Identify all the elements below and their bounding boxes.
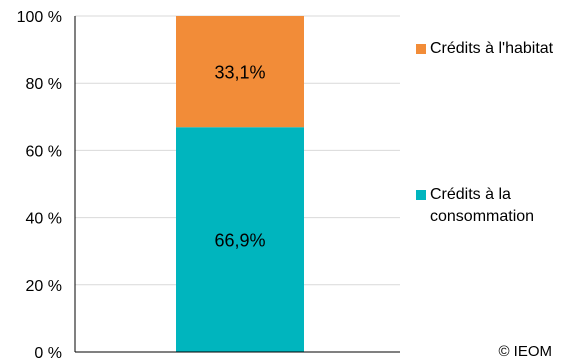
legend-label-habitat: Crédits à l'habitat [430, 40, 554, 57]
y-tick-label: 40 % [26, 211, 62, 228]
y-tick-label: 60 % [26, 143, 62, 160]
legend-label-consommation: Crédits à la consommation [430, 186, 535, 225]
bar-segment-habitat [176, 16, 304, 128]
y-tick-label: 20 % [26, 278, 62, 295]
legend-item-consommation: Crédits à la consommation [416, 184, 561, 228]
bar-segment-consommation [176, 127, 304, 352]
legend: Crédits à l'habitat [416, 38, 556, 60]
y-tick-label: 0 % [34, 345, 62, 362]
bar-segments [176, 16, 304, 352]
legend-item-habitat: Crédits à l'habitat [416, 38, 556, 60]
copyright-credit: © IEOM [498, 343, 552, 360]
legend-swatch-consommation [416, 190, 426, 200]
y-tick-label: 100 % [17, 9, 62, 26]
data-label-consommation: 66,9% [214, 231, 265, 251]
legend-swatch-habitat [416, 44, 426, 54]
data-label-habitat: 33,1% [214, 63, 265, 83]
data-labels: 66,9% 33,1% [214, 63, 265, 251]
legend-2: Crédits à la consommation [416, 184, 561, 228]
y-tick-label: 80 % [26, 76, 62, 93]
y-axis-ticks: 0 % 20 % 40 % 60 % 80 % 100 % [17, 9, 62, 362]
